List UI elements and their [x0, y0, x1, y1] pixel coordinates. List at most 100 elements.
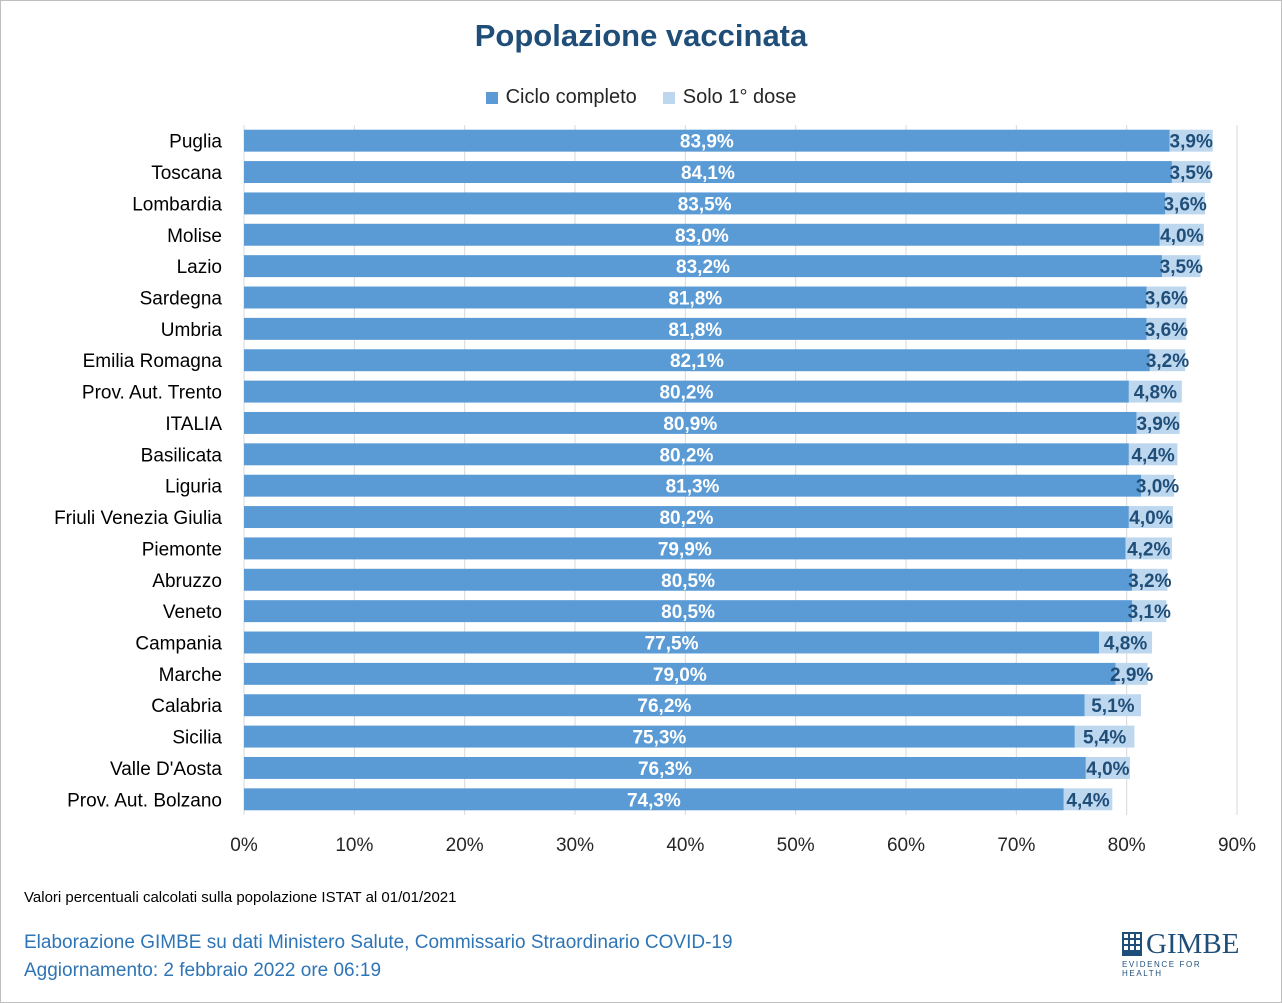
bar-ciclo-completo	[244, 474, 1142, 497]
data-label-ciclo-completo: 80,9%	[663, 414, 717, 435]
category-label: Marche	[159, 665, 222, 686]
bar-ciclo-completo	[244, 161, 1172, 184]
data-label-solo-prima-dose: 4,0%	[1129, 508, 1172, 529]
gimbe-logo-mark-icon	[1122, 932, 1142, 956]
data-label-ciclo-completo: 80,5%	[661, 602, 715, 623]
chart-title: Popolazione vaccinata	[474, 18, 808, 53]
data-label-ciclo-completo: 80,2%	[659, 508, 713, 529]
data-label-ciclo-completo: 79,9%	[658, 539, 712, 560]
data-label-ciclo-completo: 81,8%	[668, 289, 722, 310]
data-label-solo-prima-dose: 5,4%	[1083, 728, 1126, 749]
bar-ciclo-completo	[244, 192, 1166, 215]
category-label: ITALIA	[165, 414, 222, 435]
data-label-solo-prima-dose: 4,8%	[1104, 634, 1147, 655]
bar-ciclo-completo	[244, 537, 1126, 560]
data-label-ciclo-completo: 83,9%	[680, 132, 734, 153]
bar-solo-prima-dose	[1169, 129, 1213, 152]
bar-solo-prima-dose	[1149, 349, 1186, 372]
bar-solo-prima-dose	[1141, 474, 1175, 497]
category-label: Abruzzo	[152, 571, 222, 592]
bar-ciclo-completo	[244, 255, 1162, 278]
category-label: Lombardia	[132, 194, 222, 215]
bar-ciclo-completo	[244, 443, 1129, 466]
bar-ciclo-completo	[244, 506, 1129, 529]
category-label: Umbria	[161, 320, 223, 341]
data-label-solo-prima-dose: 4,0%	[1160, 226, 1203, 247]
chart-legend: Ciclo completo Solo 1° dose	[0, 86, 1282, 109]
category-label: Molise	[167, 226, 222, 247]
data-label-ciclo-completo: 81,8%	[668, 320, 722, 341]
bar-solo-prima-dose	[1132, 600, 1167, 623]
category-label: Campania	[135, 634, 222, 655]
data-label-ciclo-completo: 79,0%	[653, 665, 707, 686]
data-label-solo-prima-dose: 3,0%	[1136, 477, 1179, 498]
footnote: Valori percentuali calcolati sulla popol…	[24, 889, 457, 906]
legend-item-first-dose: Solo 1° dose	[662, 86, 797, 109]
bar-ciclo-completo	[244, 129, 1170, 152]
bar-ciclo-completo	[244, 568, 1133, 591]
category-label: Veneto	[163, 602, 222, 623]
data-label-solo-prima-dose: 3,6%	[1145, 320, 1188, 341]
bar-ciclo-completo	[244, 223, 1160, 246]
bar-solo-prima-dose	[1146, 286, 1187, 309]
x-tick-label: 0%	[230, 835, 258, 856]
data-label-solo-prima-dose: 3,5%	[1160, 257, 1203, 278]
data-label-solo-prima-dose: 4,0%	[1086, 759, 1129, 780]
data-label-ciclo-completo: 80,5%	[661, 571, 715, 592]
data-label-solo-prima-dose: 5,1%	[1091, 696, 1134, 717]
category-label: Liguria	[165, 477, 222, 498]
data-label-ciclo-completo: 83,0%	[675, 226, 729, 247]
data-label-solo-prima-dose: 4,4%	[1131, 445, 1174, 466]
category-label: Puglia	[169, 132, 222, 153]
category-label: Lazio	[177, 257, 222, 278]
bar-solo-prima-dose	[1128, 443, 1178, 466]
x-tick-label: 60%	[887, 835, 925, 856]
legend-label-complete: Ciclo completo	[505, 86, 637, 108]
data-label-solo-prima-dose: 3,9%	[1170, 132, 1213, 153]
bar-solo-prima-dose	[1159, 223, 1204, 246]
category-label: Prov. Aut. Bolzano	[67, 790, 222, 811]
data-label-ciclo-completo: 77,5%	[645, 634, 699, 655]
bar-solo-prima-dose	[1115, 662, 1148, 685]
bar-ciclo-completo	[244, 694, 1085, 717]
bar-ciclo-completo	[244, 631, 1100, 654]
bar-ciclo-completo	[244, 756, 1086, 779]
legend-swatch-first-dose	[662, 91, 675, 104]
data-label-solo-prima-dose: 2,9%	[1110, 665, 1153, 686]
category-label: Sardegna	[140, 289, 223, 310]
data-label-ciclo-completo: 83,5%	[678, 194, 732, 215]
data-label-ciclo-completo: 82,1%	[670, 351, 724, 372]
data-label-solo-prima-dose: 3,5%	[1170, 163, 1213, 184]
bar-ciclo-completo	[244, 600, 1133, 623]
data-label-solo-prima-dose: 4,4%	[1066, 790, 1109, 811]
x-tick-label: 10%	[335, 835, 373, 856]
legend-item-complete: Ciclo completo	[485, 86, 637, 109]
category-label: Friuli Venezia Giulia	[54, 508, 222, 529]
bar-solo-prima-dose	[1165, 192, 1206, 215]
bar-solo-prima-dose	[1136, 411, 1180, 434]
data-label-ciclo-completo: 76,2%	[637, 696, 691, 717]
category-label: Toscana	[151, 163, 222, 184]
bar-solo-prima-dose	[1146, 317, 1187, 340]
bar-solo-prima-dose	[1084, 694, 1142, 717]
data-label-ciclo-completo: 83,2%	[676, 257, 730, 278]
bar-ciclo-completo	[244, 349, 1150, 372]
bar-solo-prima-dose	[1085, 756, 1130, 779]
bar-solo-prima-dose	[1132, 568, 1168, 591]
legend-label-first-dose: Solo 1° dose	[682, 86, 797, 108]
bar-solo-prima-dose	[1099, 631, 1153, 654]
bar-solo-prima-dose	[1128, 380, 1182, 403]
bar-ciclo-completo	[244, 788, 1064, 811]
bar-ciclo-completo	[244, 286, 1147, 309]
x-tick-label: 30%	[556, 835, 594, 856]
category-label: Sicilia	[172, 728, 222, 749]
category-label: Piemonte	[142, 539, 222, 560]
credit-line-1: Elaborazione GIMBE su dati Ministero Sal…	[24, 932, 733, 953]
x-tick-label: 50%	[777, 835, 815, 856]
logo-tagline: EVIDENCE FOR HEALTH	[1122, 960, 1202, 978]
data-label-solo-prima-dose: 4,2%	[1127, 539, 1170, 560]
bar-solo-prima-dose	[1125, 537, 1172, 560]
gimbe-logo: GIMBE EVIDENCE FOR HEALTH	[1122, 926, 1244, 978]
bar-solo-prima-dose	[1161, 255, 1201, 278]
data-label-solo-prima-dose: 3,9%	[1136, 414, 1179, 435]
